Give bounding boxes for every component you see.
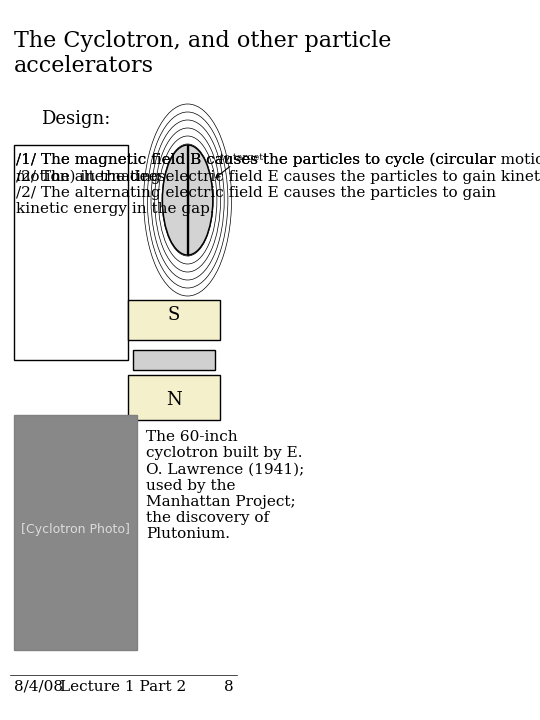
Text: S: S — [168, 306, 180, 324]
Text: 8: 8 — [224, 680, 233, 694]
Text: 8/4/08: 8/4/08 — [14, 680, 63, 694]
FancyBboxPatch shape — [14, 415, 137, 650]
Text: The 60-inch
cyclotron built by E.
O. Lawrence (1941);
used by the
Manhattan Proj: The 60-inch cyclotron built by E. O. Law… — [146, 430, 305, 541]
Text: The Cyclotron, and other particle
accelerators: The Cyclotron, and other particle accele… — [14, 30, 391, 78]
FancyBboxPatch shape — [128, 375, 220, 420]
FancyBboxPatch shape — [133, 350, 215, 370]
FancyBboxPatch shape — [14, 145, 128, 360]
Text: Design:: Design: — [41, 110, 111, 128]
Wedge shape — [163, 145, 187, 255]
Text: Lecture 1 Part 2: Lecture 1 Part 2 — [60, 680, 187, 694]
Text: to target: to target — [216, 153, 263, 178]
FancyBboxPatch shape — [128, 300, 220, 340]
Text: /1/ The magnetic field B causes the particles to cycle (circular motion) in the : /1/ The magnetic field B causes the part… — [17, 153, 496, 216]
Text: /1/ The magnetic field B causes the particles to cycle (circular motion) in the : /1/ The magnetic field B causes the part… — [17, 153, 540, 184]
Text: [Cyclotron Photo]: [Cyclotron Photo] — [21, 523, 130, 536]
Text: N: N — [166, 391, 182, 409]
Wedge shape — [187, 145, 213, 255]
